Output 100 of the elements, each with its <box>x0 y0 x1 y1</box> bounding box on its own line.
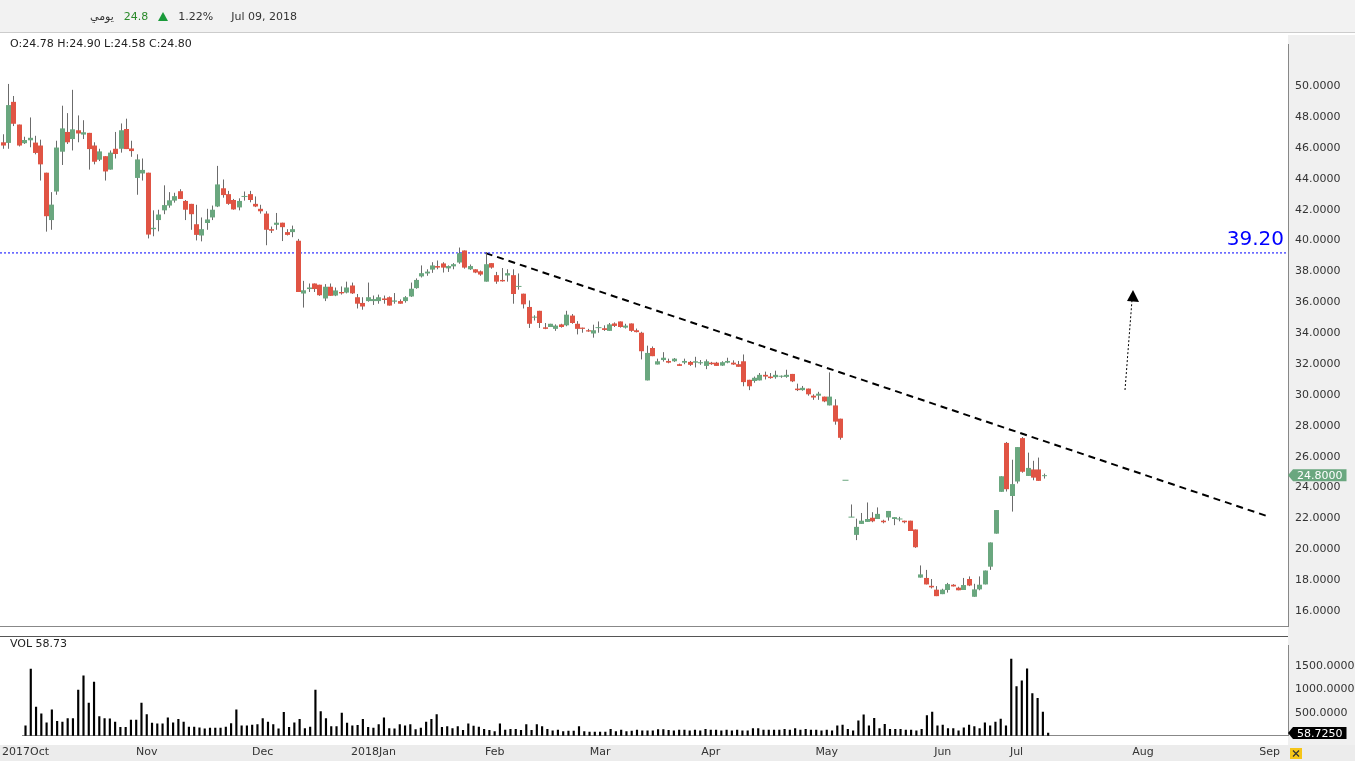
bar <box>235 709 238 736</box>
x-tick-label: Mar <box>589 745 611 759</box>
candlestick <box>205 208 210 231</box>
bar <box>509 728 512 736</box>
bar <box>382 717 386 736</box>
y-tick-label: 30.0000 <box>1295 387 1341 401</box>
y-tick-label: 16.0000 <box>1295 603 1341 617</box>
candlestick <box>119 122 124 154</box>
chart-title: يومي <box>90 9 114 23</box>
x-tick-label: Jun <box>933 745 952 759</box>
y-tick-label: 48.0000 <box>1295 109 1341 123</box>
bar <box>219 727 222 736</box>
y-tick-label: 500.0000 <box>1295 705 1348 719</box>
bar <box>530 730 533 736</box>
candlestick <box>595 320 602 334</box>
bar <box>625 731 628 736</box>
bar <box>29 668 32 736</box>
candlestick <box>11 95 16 127</box>
text: 58.7250 <box>1297 726 1343 740</box>
bar <box>841 724 844 736</box>
x-tick-label: Dec <box>252 745 274 759</box>
bar <box>82 675 85 736</box>
candlestick <box>1010 459 1015 513</box>
bar <box>588 731 591 736</box>
text: 24.8 <box>123 9 149 23</box>
candlestick <box>81 119 86 140</box>
bar <box>451 728 454 736</box>
candlestick <box>76 114 81 143</box>
bar <box>1015 686 1018 736</box>
bar <box>1036 698 1039 736</box>
bar <box>98 716 101 736</box>
bar <box>92 681 96 736</box>
bar <box>314 689 317 736</box>
bar <box>762 729 765 736</box>
bar <box>1020 680 1023 736</box>
y-tick-label: 26.0000 <box>1295 449 1341 463</box>
y-tick-label: 42.0000 <box>1295 202 1341 216</box>
bar <box>256 724 259 736</box>
bar <box>319 711 322 736</box>
candlestick <box>65 112 70 145</box>
bar <box>472 725 475 736</box>
bar <box>925 715 928 736</box>
y-tick-label: 36.0000 <box>1295 295 1341 309</box>
candlestick <box>639 331 644 360</box>
bar <box>936 725 939 736</box>
bar <box>994 721 997 736</box>
candlestick <box>301 280 306 309</box>
candlestick <box>462 249 467 270</box>
candlestick <box>854 518 859 541</box>
bar <box>140 702 143 736</box>
candlestick <box>108 149 113 171</box>
x-tick-label: Jul <box>1008 745 1024 759</box>
candlestick <box>511 268 516 305</box>
candlestick <box>113 131 118 159</box>
y-tick-label: 1500.0000 <box>1295 659 1355 673</box>
bar <box>820 730 823 736</box>
bar <box>166 717 169 736</box>
x-tick-label: 2018Jan <box>350 745 396 759</box>
y-tick-label: 28.0000 <box>1295 418 1341 432</box>
candlestick <box>515 272 522 291</box>
chart-title: VOL 58.73 <box>10 637 68 651</box>
x-tick-label: 2017Oct <box>2 745 50 759</box>
bar <box>957 730 960 736</box>
x-tick-label: Feb <box>484 745 505 759</box>
bar <box>646 730 649 736</box>
x-tick-label: Nov <box>136 745 158 759</box>
bar <box>704 728 707 736</box>
bar <box>50 709 53 736</box>
bar <box>77 689 80 736</box>
y-tick-label: 38.0000 <box>1295 264 1341 278</box>
candlestick <box>103 155 108 182</box>
bar <box>87 702 90 736</box>
x-tick-label: May <box>815 745 839 759</box>
bar <box>161 723 164 736</box>
y-tick-label: 1000.0000 <box>1295 682 1355 696</box>
candlestick <box>994 509 999 535</box>
y-tick-label: 34.0000 <box>1295 326 1341 340</box>
text: Jul 09, 2018 <box>231 9 298 23</box>
bar <box>1010 658 1013 736</box>
candlestick <box>848 503 855 518</box>
candlestick <box>532 314 537 322</box>
bar <box>245 725 248 736</box>
ref-line-label: 39.20 <box>1226 226 1284 251</box>
candlestick <box>70 89 75 151</box>
x-tick-label: Aug <box>1132 745 1154 759</box>
text: 24.8000 <box>1297 469 1343 483</box>
y-tick-label: 44.0000 <box>1295 171 1341 185</box>
bar <box>683 729 686 736</box>
bar <box>351 725 354 736</box>
y-tick-label: 46.0000 <box>1295 140 1341 154</box>
bar <box>393 728 396 736</box>
bar <box>403 725 407 736</box>
bar <box>293 722 296 736</box>
bar <box>567 730 570 736</box>
bar <box>240 725 243 736</box>
candlestick <box>827 371 832 406</box>
bar <box>145 714 148 736</box>
bar <box>435 714 438 736</box>
y-tick-label: 32.0000 <box>1295 356 1341 370</box>
candlestick <box>527 299 532 329</box>
